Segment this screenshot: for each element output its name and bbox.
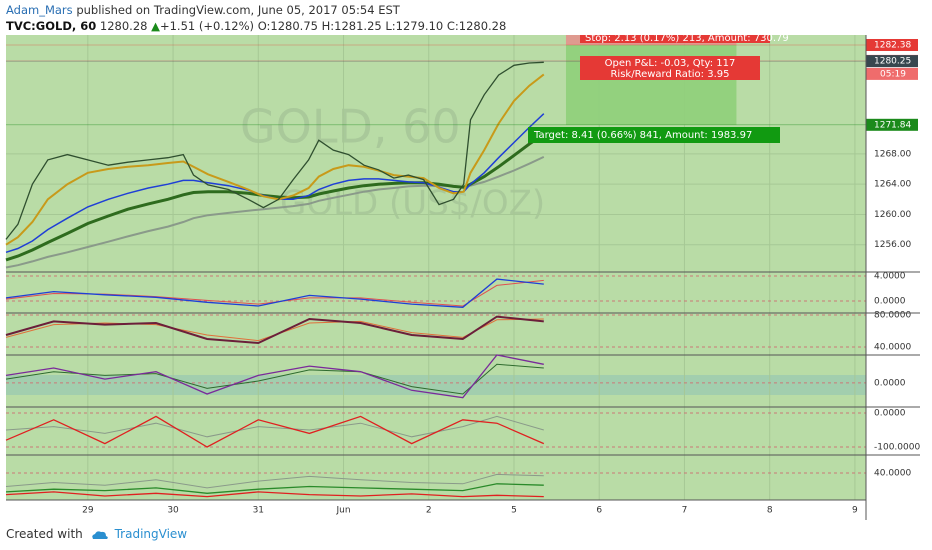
open: O:1280.75 bbox=[257, 19, 318, 33]
x-tick-label: 6 bbox=[596, 506, 602, 516]
series-line bbox=[5, 415, 544, 438]
created: Created with bbox=[6, 527, 83, 541]
price-tag-label: 1282.38 bbox=[874, 40, 911, 50]
author[interactable]: Adam_Mars bbox=[6, 3, 73, 17]
y-tick-label: 80.0000 bbox=[874, 311, 911, 321]
series-line bbox=[5, 278, 544, 308]
y-tick-label: 1264.00 bbox=[874, 180, 911, 190]
y-tick-label: 0.0000 bbox=[874, 297, 906, 307]
y-tick-label: 0.0000 bbox=[874, 378, 906, 388]
series-line bbox=[5, 61, 544, 240]
series-line bbox=[5, 473, 544, 489]
y-tick-label: 0.0000 bbox=[874, 408, 906, 418]
change: +1.51 (+0.12%) bbox=[159, 19, 255, 33]
price-tag-label: 1280.25 bbox=[874, 57, 911, 67]
target-box bbox=[528, 127, 780, 143]
last: 1280.28 bbox=[99, 19, 148, 33]
series-line bbox=[5, 483, 544, 494]
y-tick-label: 40.0000 bbox=[874, 343, 911, 353]
publish-line: Adam_Mars published on TradingView.com, … bbox=[6, 2, 506, 18]
y-tick-label: 4.0000 bbox=[874, 272, 906, 282]
target-text: Target: 8.41 (0.66%) 841, Amount: 1983.9… bbox=[533, 130, 752, 141]
y-tick-label: 40.0000 bbox=[874, 469, 911, 479]
pnl-box bbox=[580, 56, 760, 80]
arrow: ▲ bbox=[151, 19, 160, 33]
x-tick-label: 9 bbox=[852, 506, 858, 516]
watermark: GOLD, 60 bbox=[240, 100, 461, 154]
x-tick-label: 7 bbox=[682, 506, 688, 516]
x-tick-label: Jun bbox=[335, 506, 350, 516]
price-tag bbox=[866, 55, 918, 68]
series-line bbox=[5, 415, 545, 448]
footer: Created with TradingView bbox=[6, 527, 187, 541]
rr-text: Risk/Reward Ratio: 3.95 bbox=[610, 69, 729, 80]
y-tick-label: 1260.00 bbox=[874, 210, 911, 220]
countdown-tag bbox=[866, 67, 918, 80]
x-tick-label: 30 bbox=[167, 506, 179, 516]
logo bbox=[91, 530, 108, 539]
symbol: TVC:GOLD, 60 bbox=[6, 19, 97, 33]
header: Adam_Mars published on TradingView.com, … bbox=[6, 2, 506, 34]
low: L:1279.10 bbox=[385, 19, 444, 33]
brand[interactable]: TradingView bbox=[114, 527, 188, 541]
y-tick-label: -100.0000 bbox=[874, 443, 920, 453]
series-line bbox=[5, 73, 545, 246]
stop-text: Stop: 2.13 (0.17%) 213, Amount: 730.79 bbox=[585, 33, 789, 44]
price-tag bbox=[866, 118, 918, 131]
x-tick-label: 8 bbox=[767, 506, 773, 516]
published: published on TradingView.com, June 05, 2… bbox=[76, 3, 400, 17]
series-line bbox=[5, 354, 544, 399]
y-tick-label: 1268.00 bbox=[874, 149, 911, 159]
high: H:1281.25 bbox=[321, 19, 382, 33]
x-tick-label: 31 bbox=[253, 506, 264, 516]
series-line bbox=[5, 491, 544, 498]
series-line bbox=[5, 363, 544, 395]
price-tag bbox=[866, 38, 918, 51]
countdown: 05:19 bbox=[880, 69, 906, 79]
series-line bbox=[5, 315, 544, 345]
y-tick-label: 1256.00 bbox=[874, 240, 911, 250]
stop-box bbox=[580, 35, 770, 43]
band bbox=[6, 375, 866, 395]
chart: GOLD, 60 GOLD (US$/OZ) 29 30 31 Jun 2 5 6 7 8 9 12… bbox=[5, 33, 920, 520]
pnl-text: Open P&L: -0.03, Qty: 117 bbox=[605, 58, 736, 69]
close: C:1280.28 bbox=[446, 19, 507, 33]
x-tick-label: 2 bbox=[426, 506, 432, 516]
watermark: GOLD (US$/OZ) bbox=[280, 184, 545, 224]
x-tick-label: 29 bbox=[82, 506, 94, 516]
x-tick-label: 5 bbox=[511, 506, 517, 516]
symbol-line: TVC:GOLD, 60 1280.28 ▲+1.51 (+0.12%) O:1… bbox=[6, 18, 506, 34]
price-tag-label: 1271.84 bbox=[874, 120, 911, 130]
